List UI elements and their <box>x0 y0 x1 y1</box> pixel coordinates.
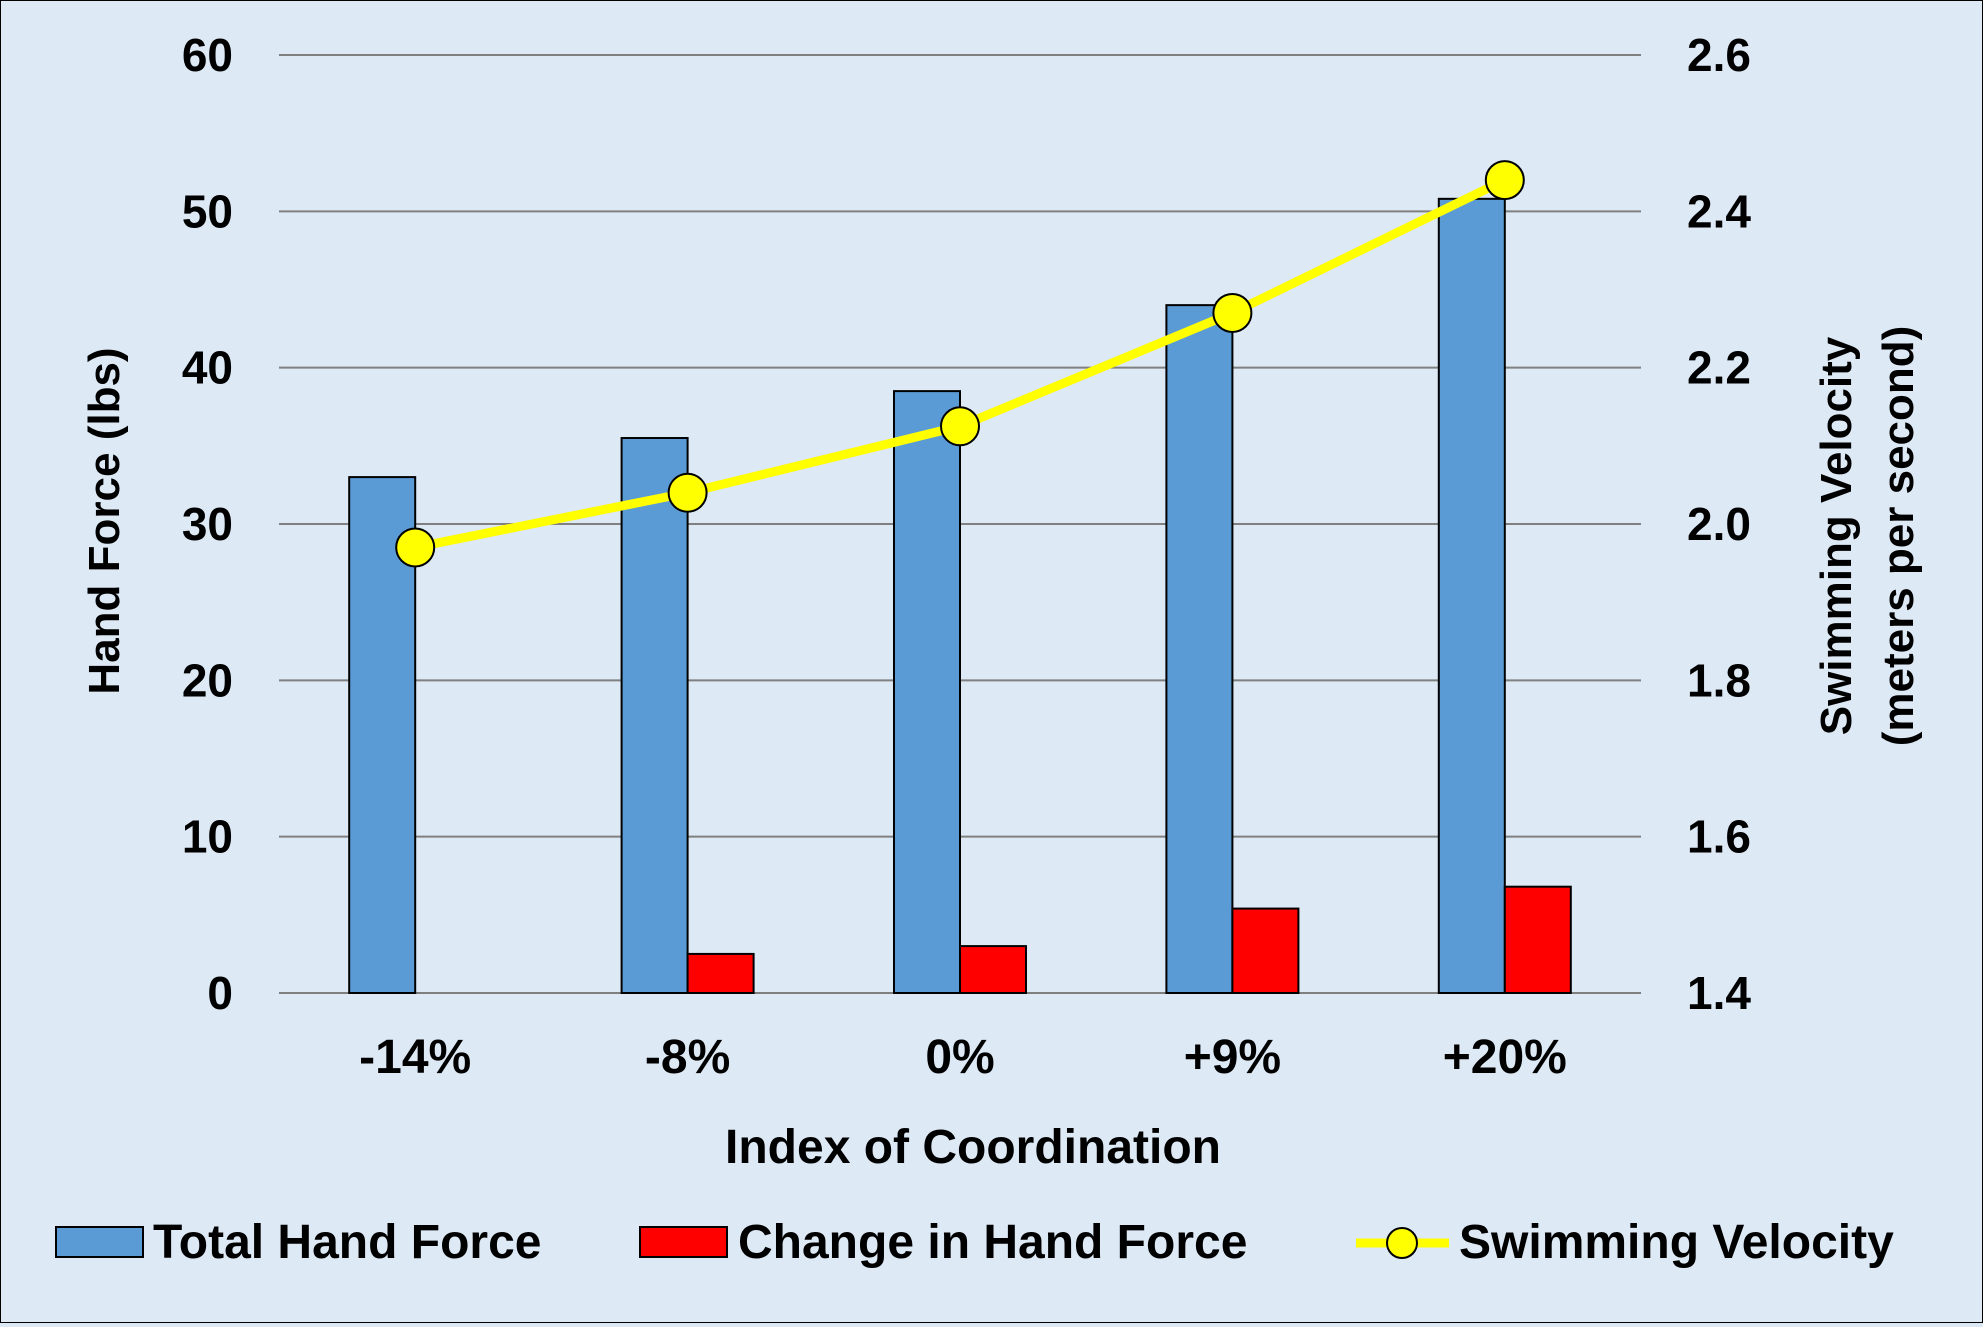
y-tick-label: 50 <box>182 185 233 237</box>
bar-total-hand-force <box>1165 304 1234 994</box>
x-tick-label: +20% <box>1443 1031 1567 1084</box>
bar-change-in-hand-force <box>686 952 755 995</box>
y-tick-label: 60 <box>182 29 233 81</box>
y2-axis-title-line1: Swimming Velocity <box>1812 336 1861 735</box>
legend-label-change-in-hand-force: Change in Hand Force <box>738 1216 1247 1269</box>
left-axis-ticks: 0 10 20 30 40 50 60 <box>182 29 233 1019</box>
velocity-point <box>940 406 980 447</box>
y-axis-title: Hand Force (lbs) <box>80 347 129 694</box>
bar-total-hand-force <box>1437 197 1506 994</box>
y-tick-label: 0 <box>207 967 233 1019</box>
right-axis-ticks: 1.4 1.6 1.8 2.0 2.2 2.4 2.6 <box>1687 29 1751 1019</box>
legend: Total Hand Force Change in Hand Force Sw… <box>55 1216 1894 1269</box>
y-tick-label: 30 <box>182 498 233 550</box>
y-tick-label: 10 <box>182 811 233 863</box>
x-tick-label: -14% <box>359 1031 471 1084</box>
y2-tick-label: 1.4 <box>1687 967 1751 1019</box>
y2-tick-label: 2.6 <box>1687 29 1751 81</box>
y2-axis-title-line2: (meters per second) <box>1874 326 1923 747</box>
x-axis-title: Index of Coordination <box>725 1121 1221 1174</box>
x-axis-ticks: -14% -8% 0% +9% +20% <box>359 1031 1567 1084</box>
bars <box>348 197 1572 995</box>
y2-tick-label: 2.2 <box>1687 342 1751 394</box>
y2-tick-label: 1.6 <box>1687 811 1751 863</box>
velocity-point <box>1212 292 1253 333</box>
y2-tick-label: 2.0 <box>1687 498 1751 550</box>
legend-swatch-change-in-hand-force <box>639 1226 728 1258</box>
legend-label-total-hand-force: Total Hand Force <box>153 1216 541 1269</box>
bar-change-in-hand-force <box>1231 907 1300 995</box>
x-tick-label: +9% <box>1184 1031 1281 1084</box>
y2-tick-label: 2.4 <box>1687 185 1751 237</box>
y-tick-label: 20 <box>182 654 233 706</box>
legend-swatch-total-hand-force <box>55 1226 144 1258</box>
velocity-point <box>395 527 436 568</box>
y2-tick-label: 1.8 <box>1687 654 1751 706</box>
legend-label-swimming-velocity: Swimming Velocity <box>1459 1216 1894 1269</box>
x-tick-label: -8% <box>645 1031 730 1084</box>
y-tick-label: 40 <box>182 342 233 394</box>
bar-total-hand-force <box>893 390 961 995</box>
x-tick-label: 0% <box>925 1031 994 1084</box>
velocity-point <box>1484 160 1525 201</box>
legend-marker-swimming-velocity <box>1386 1227 1418 1259</box>
bar-total-hand-force <box>620 437 689 994</box>
velocity-line <box>395 160 1525 568</box>
bar-change-in-hand-force <box>959 945 1027 994</box>
velocity-point <box>667 472 708 513</box>
bar-change-in-hand-force <box>1503 885 1572 995</box>
